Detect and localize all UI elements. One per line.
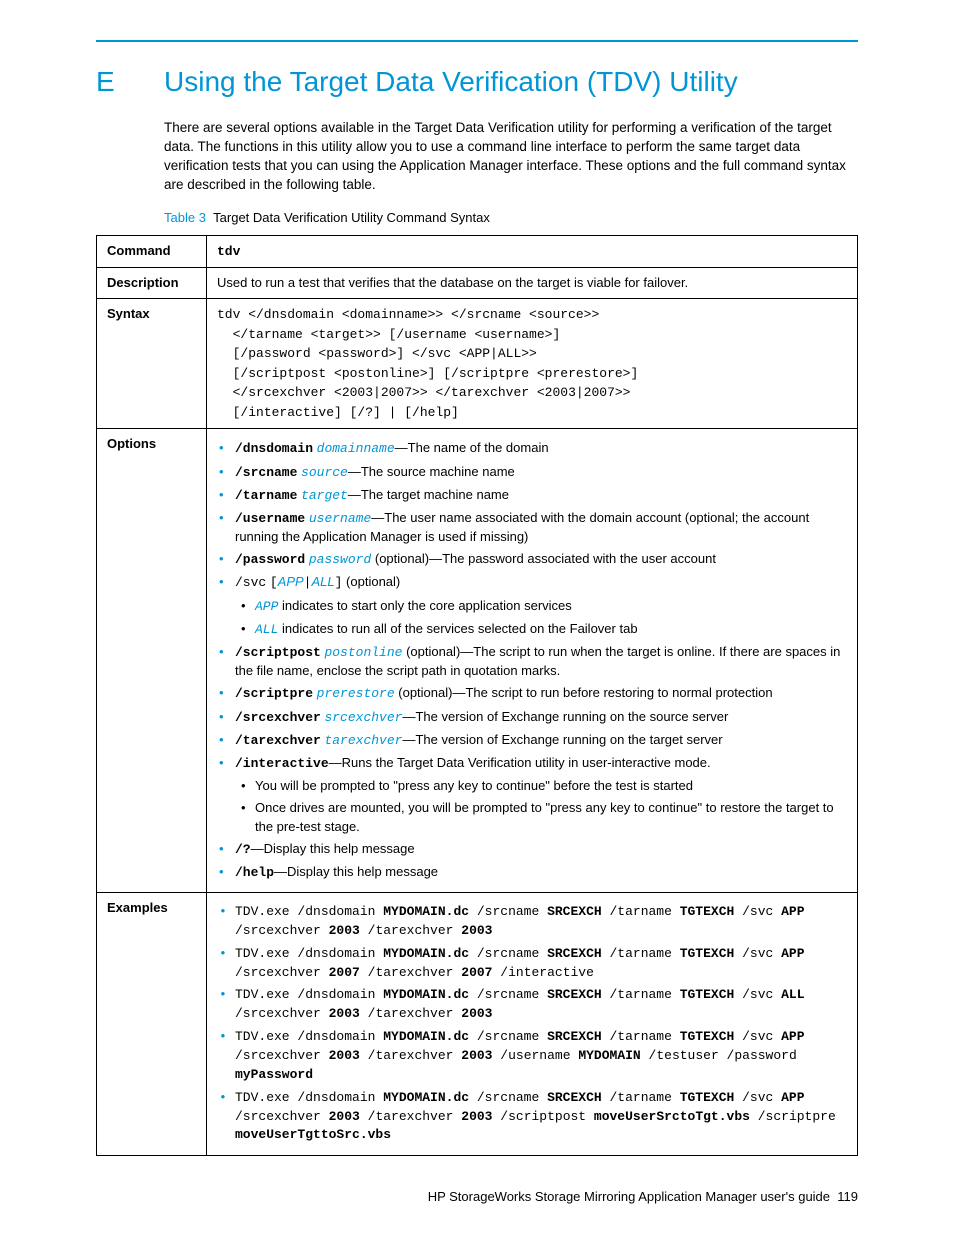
option-item: /password password (optional)—The passwo… [217,550,847,569]
option-item: /tarname target—The target machine name [217,486,847,505]
footer-page: 119 [837,1189,858,1204]
options-list: /dnsdomain domainname—The name of the do… [217,439,847,882]
table-row: Syntax tdv </dnsdomain <domainname>> </s… [97,299,858,429]
option-item: /interactive—Runs the Target Data Verifi… [217,754,847,836]
option-subitem: APP indicates to start only the core app… [239,597,847,616]
footer-text: HP StorageWorks Storage Mirroring Applic… [428,1189,830,1204]
intro-paragraph: There are several options available in t… [164,119,858,195]
appendix-letter: E [96,62,164,101]
appendix-heading: E Using the Target Data Verification (TD… [96,62,858,101]
interactive-sublist: You will be prompted to "press any key t… [239,777,847,836]
svc-sublist: APP indicates to start only the core app… [239,597,847,639]
option-item: /username username—The user name associa… [217,509,847,546]
example-item: TDV.exe /dnsdomain MYDOMAIN.dc /srcname … [217,945,847,983]
top-rule [96,40,858,42]
option-item: /help—Display this help message [217,863,847,882]
option-item: /scriptpost postonline (optional)—The sc… [217,643,847,680]
page-footer: HP StorageWorks Storage Mirroring Applic… [96,1188,858,1206]
row-header-options: Options [97,429,207,893]
example-item: TDV.exe /dnsdomain MYDOMAIN.dc /srcname … [217,986,847,1024]
example-item: TDV.exe /dnsdomain MYDOMAIN.dc /srcname … [217,1089,847,1146]
option-subitem: ALL indicates to run all of the services… [239,620,847,639]
row-header-syntax: Syntax [97,299,207,429]
table-row: Command tdv [97,235,858,267]
example-item: TDV.exe /dnsdomain MYDOMAIN.dc /srcname … [217,1028,847,1085]
row-header-examples: Examples [97,893,207,1156]
option-subitem: Once drives are mounted, you will be pro… [239,799,847,835]
option-item: /scriptpre prerestore (optional)—The scr… [217,684,847,703]
option-item: /srcexchver srcexchver—The version of Ex… [217,708,847,727]
table-label: Table 3 [164,210,206,225]
table-row: Description Used to run a test that veri… [97,268,858,299]
cell-description: Used to run a test that verifies that th… [207,268,858,299]
table-caption: Table 3 Target Data Verification Utility… [164,209,858,227]
cell-command: tdv [207,235,858,267]
command-syntax-table: Command tdv Description Used to run a te… [96,235,858,1156]
syntax-block: tdv </dnsdomain <domainname>> </srcname … [217,305,847,422]
option-item: /dnsdomain domainname—The name of the do… [217,439,847,458]
cell-syntax: tdv </dnsdomain <domainname>> </srcname … [207,299,858,429]
option-item: /srcname source—The source machine name [217,463,847,482]
example-item: TDV.exe /dnsdomain MYDOMAIN.dc /srcname … [217,903,847,941]
appendix-title: Using the Target Data Verification (TDV)… [164,62,738,101]
cell-examples: TDV.exe /dnsdomain MYDOMAIN.dc /srcname … [207,893,858,1156]
table-caption-text: Target Data Verification Utility Command… [213,210,490,225]
table-row: Options /dnsdomain domainname—The name o… [97,429,858,893]
row-header-command: Command [97,235,207,267]
option-item: /svc [APP|ALL] (optional) APP indicates … [217,573,847,639]
option-item: /?—Display this help message [217,840,847,859]
option-item: /tarexchver tarexchver—The version of Ex… [217,731,847,750]
option-subitem: You will be prompted to "press any key t… [239,777,847,795]
row-header-description: Description [97,268,207,299]
examples-list: TDV.exe /dnsdomain MYDOMAIN.dc /srcname … [217,903,847,1145]
cell-options: /dnsdomain domainname—The name of the do… [207,429,858,893]
table-row: Examples TDV.exe /dnsdomain MYDOMAIN.dc … [97,893,858,1156]
